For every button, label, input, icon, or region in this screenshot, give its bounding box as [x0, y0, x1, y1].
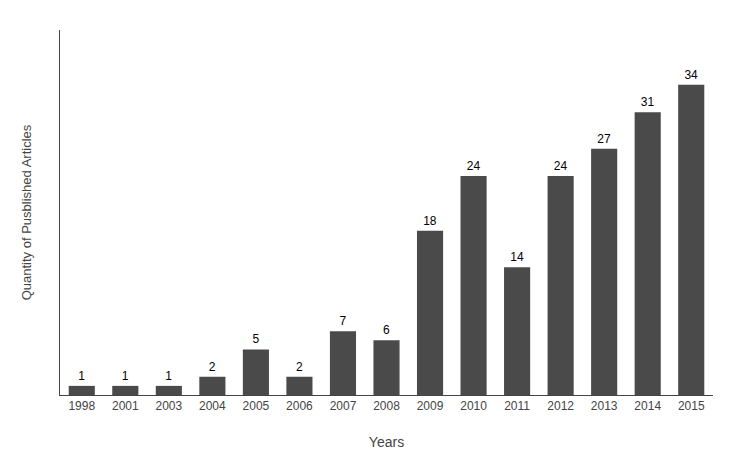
- svg-text:2014: 2014: [634, 399, 661, 413]
- svg-text:2012: 2012: [547, 399, 574, 413]
- svg-text:1: 1: [78, 369, 85, 383]
- svg-text:2007: 2007: [330, 399, 357, 413]
- svg-text:2004: 2004: [199, 399, 226, 413]
- svg-text:27: 27: [597, 132, 611, 146]
- svg-text:24: 24: [554, 159, 568, 173]
- svg-text:31: 31: [641, 95, 655, 109]
- svg-text:2: 2: [209, 360, 216, 374]
- svg-text:2011: 2011: [504, 399, 530, 413]
- svg-text:24: 24: [467, 159, 481, 173]
- svg-text:Years: Years: [369, 434, 404, 450]
- svg-text:14: 14: [510, 250, 524, 264]
- svg-text:1998: 1998: [68, 399, 95, 413]
- svg-text:7: 7: [339, 314, 346, 328]
- svg-text:1: 1: [165, 369, 172, 383]
- svg-text:2005: 2005: [243, 399, 270, 413]
- svg-text:6: 6: [383, 323, 390, 337]
- svg-text:2009: 2009: [417, 399, 444, 413]
- svg-text:2008: 2008: [373, 399, 400, 413]
- svg-text:2003: 2003: [155, 399, 182, 413]
- svg-text:2001: 2001: [112, 399, 139, 413]
- svg-text:2006: 2006: [286, 399, 313, 413]
- svg-text:2: 2: [296, 360, 303, 374]
- svg-text:2010: 2010: [460, 399, 487, 413]
- svg-text:34: 34: [684, 68, 698, 82]
- svg-text:Quantity of Pusblished Article: Quantity of Pusblished Articles: [19, 124, 34, 300]
- svg-text:2015: 2015: [678, 399, 705, 413]
- svg-text:18: 18: [423, 214, 437, 228]
- svg-text:5: 5: [252, 332, 259, 346]
- svg-text:2013: 2013: [591, 399, 618, 413]
- svg-text:1: 1: [122, 369, 129, 383]
